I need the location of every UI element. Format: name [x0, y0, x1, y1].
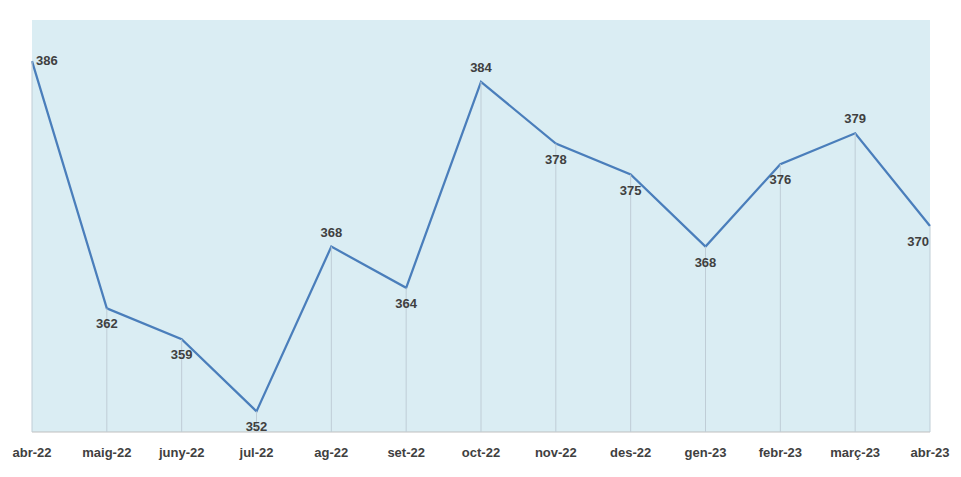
svg-text:384: 384: [470, 60, 492, 75]
svg-text:nov-22: nov-22: [535, 445, 577, 460]
svg-text:364: 364: [395, 296, 417, 311]
svg-text:febr-23: febr-23: [759, 445, 802, 460]
svg-text:368: 368: [320, 225, 342, 240]
svg-text:352: 352: [246, 419, 268, 434]
svg-text:set-22: set-22: [387, 445, 425, 460]
svg-text:juny-22: juny-22: [158, 445, 205, 460]
svg-text:362: 362: [96, 316, 118, 331]
svg-text:oct-22: oct-22: [462, 445, 500, 460]
svg-text:març-23: març-23: [830, 445, 880, 460]
svg-text:370: 370: [907, 234, 929, 249]
svg-text:375: 375: [620, 183, 642, 198]
svg-text:376: 376: [769, 172, 791, 187]
svg-text:gen-23: gen-23: [685, 445, 727, 460]
svg-text:378: 378: [545, 152, 567, 167]
svg-text:368: 368: [695, 255, 717, 270]
svg-text:maig-22: maig-22: [82, 445, 131, 460]
svg-text:jul-22: jul-22: [239, 445, 274, 460]
svg-text:abr-22: abr-22: [12, 445, 51, 460]
svg-text:des-22: des-22: [610, 445, 651, 460]
svg-text:359: 359: [171, 347, 193, 362]
svg-text:abr-23: abr-23: [910, 445, 949, 460]
svg-text:379: 379: [844, 111, 866, 126]
svg-text:386: 386: [36, 53, 58, 68]
svg-text:ag-22: ag-22: [314, 445, 348, 460]
